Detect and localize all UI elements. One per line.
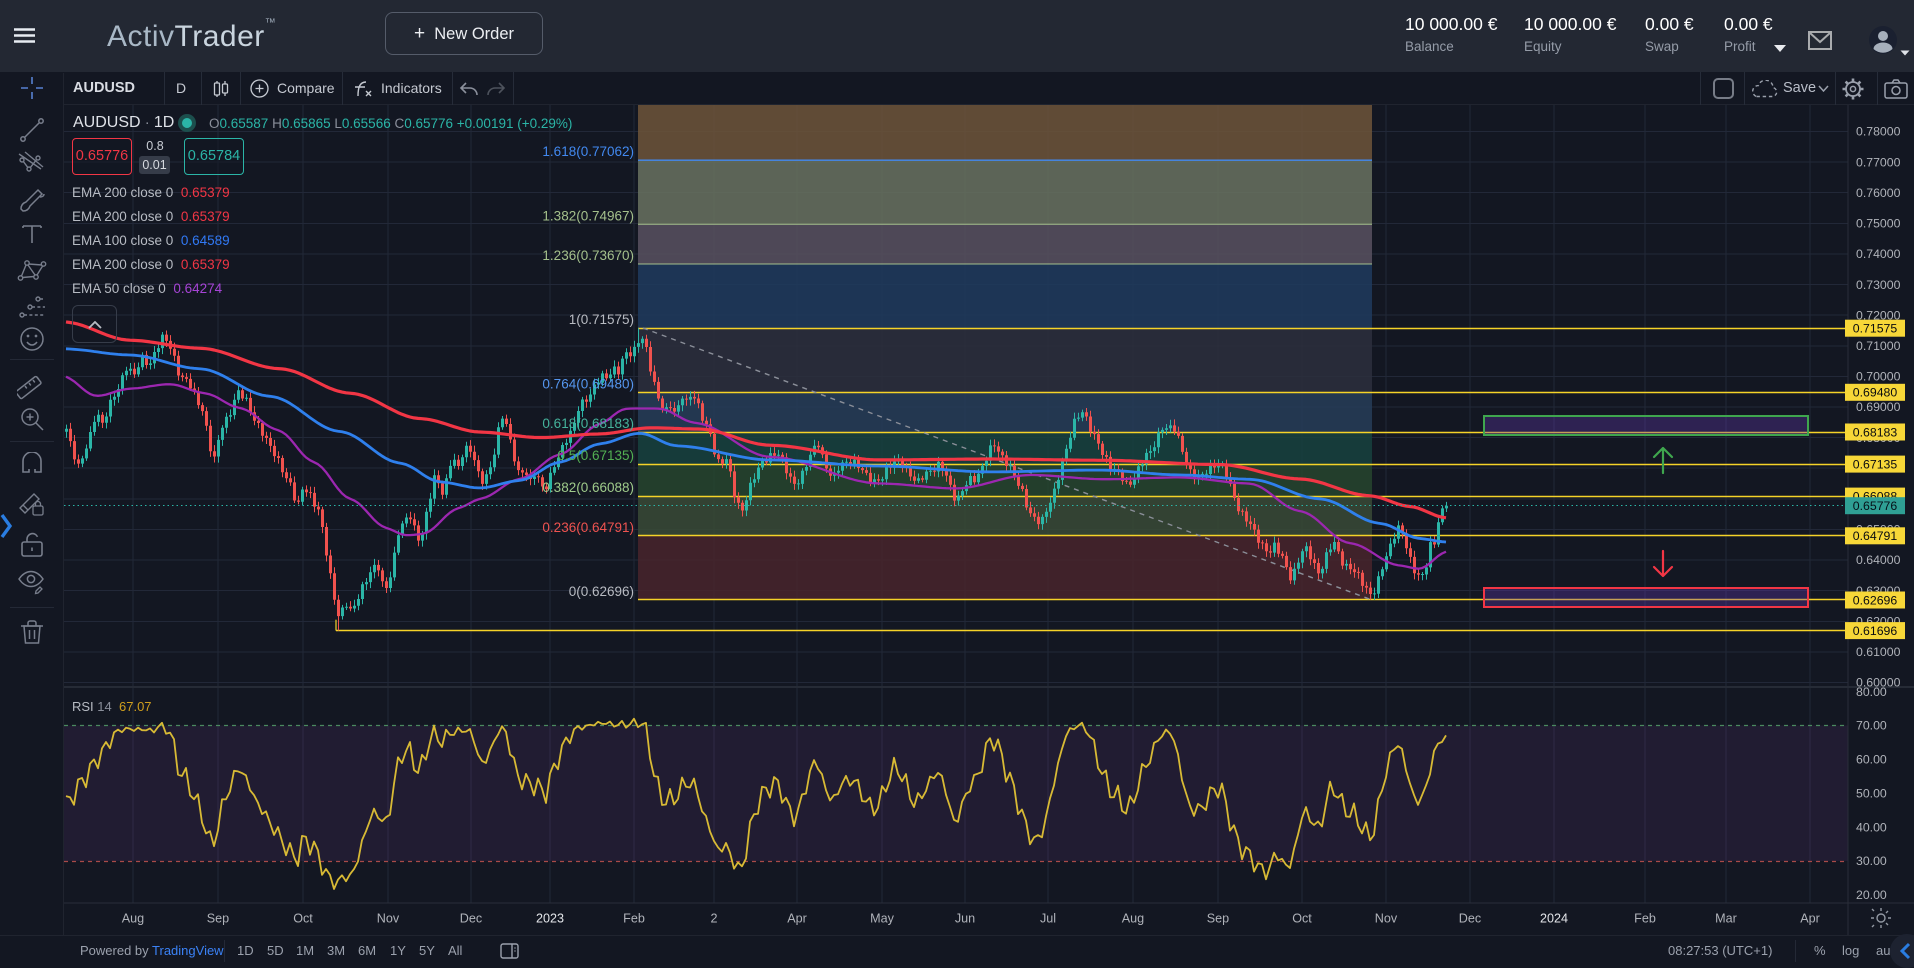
svg-text:2023: 2023	[536, 912, 564, 926]
svg-text:Nov: Nov	[1375, 912, 1398, 926]
svg-text:0.236(0.64791): 0.236(0.64791)	[542, 520, 634, 535]
svg-text:2024: 2024	[1540, 912, 1568, 926]
svg-text:0.68183: 0.68183	[1853, 425, 1898, 439]
svg-text:0.76000: 0.76000	[1856, 186, 1901, 200]
svg-text:Dec: Dec	[460, 912, 482, 926]
svg-text:0.69480: 0.69480	[1853, 386, 1898, 400]
svg-text:80.00: 80.00	[1856, 685, 1887, 699]
svg-text:Apr: Apr	[1800, 912, 1820, 926]
svg-text:May: May	[870, 912, 894, 926]
svg-text:0.62696: 0.62696	[1853, 593, 1898, 607]
svg-text:0.382(0.66088): 0.382(0.66088)	[542, 480, 634, 495]
svg-text:0.75000: 0.75000	[1856, 217, 1901, 231]
svg-text:0.77000: 0.77000	[1856, 155, 1901, 169]
svg-text:Jun: Jun	[955, 912, 975, 926]
svg-text:0.71000: 0.71000	[1856, 339, 1901, 353]
svg-text:0.618(0.68183): 0.618(0.68183)	[542, 416, 634, 431]
svg-text:0.64000: 0.64000	[1856, 553, 1901, 567]
svg-text:70.00: 70.00	[1856, 719, 1887, 733]
svg-text:Feb: Feb	[1634, 912, 1656, 926]
svg-text:0.78000: 0.78000	[1856, 125, 1901, 139]
svg-text:Aug: Aug	[1122, 912, 1144, 926]
svg-text:0.764(0.69480): 0.764(0.69480)	[542, 376, 634, 391]
svg-text:0.67135: 0.67135	[1853, 457, 1898, 471]
svg-text:60.00: 60.00	[1856, 753, 1887, 767]
svg-text:0.60000: 0.60000	[1856, 676, 1901, 690]
svg-text:2: 2	[710, 912, 717, 926]
svg-text:0.5(0.67135): 0.5(0.67135)	[557, 448, 634, 463]
svg-text:0.64791: 0.64791	[1853, 529, 1898, 543]
svg-text:0.61696: 0.61696	[1853, 624, 1898, 638]
svg-text:0.70000: 0.70000	[1856, 370, 1901, 384]
svg-text:1.382(0.74967): 1.382(0.74967)	[542, 208, 634, 223]
svg-text:0.71575: 0.71575	[1853, 322, 1898, 336]
svg-text:0.65776: 0.65776	[1853, 499, 1898, 513]
svg-text:Jul: Jul	[1040, 912, 1056, 926]
svg-text:Mar: Mar	[1715, 912, 1737, 926]
svg-text:Aug: Aug	[122, 912, 144, 926]
svg-text:0.74000: 0.74000	[1856, 247, 1901, 261]
svg-text:1.618(0.77062): 1.618(0.77062)	[542, 144, 634, 159]
svg-text:0.72000: 0.72000	[1856, 308, 1901, 322]
svg-text:20.00: 20.00	[1856, 888, 1887, 902]
svg-text:40.00: 40.00	[1856, 820, 1887, 834]
svg-text:1.236(0.73670): 1.236(0.73670)	[542, 248, 634, 263]
svg-text:Nov: Nov	[377, 912, 400, 926]
svg-text:Apr: Apr	[787, 912, 807, 926]
svg-text:0.73000: 0.73000	[1856, 278, 1901, 292]
svg-text:0.61000: 0.61000	[1856, 645, 1901, 659]
svg-text:Oct: Oct	[293, 912, 313, 926]
svg-text:Dec: Dec	[1459, 912, 1481, 926]
svg-text:Sep: Sep	[207, 912, 229, 926]
svg-text:0(0.62696): 0(0.62696)	[569, 584, 634, 599]
svg-text:Sep: Sep	[1207, 912, 1229, 926]
svg-text:Oct: Oct	[1292, 912, 1312, 926]
svg-text:Feb: Feb	[623, 912, 645, 926]
svg-text:50.00: 50.00	[1856, 787, 1887, 801]
svg-text:0.69000: 0.69000	[1856, 400, 1901, 414]
svg-text:1(0.71575): 1(0.71575)	[569, 312, 634, 327]
svg-text:30.00: 30.00	[1856, 854, 1887, 868]
